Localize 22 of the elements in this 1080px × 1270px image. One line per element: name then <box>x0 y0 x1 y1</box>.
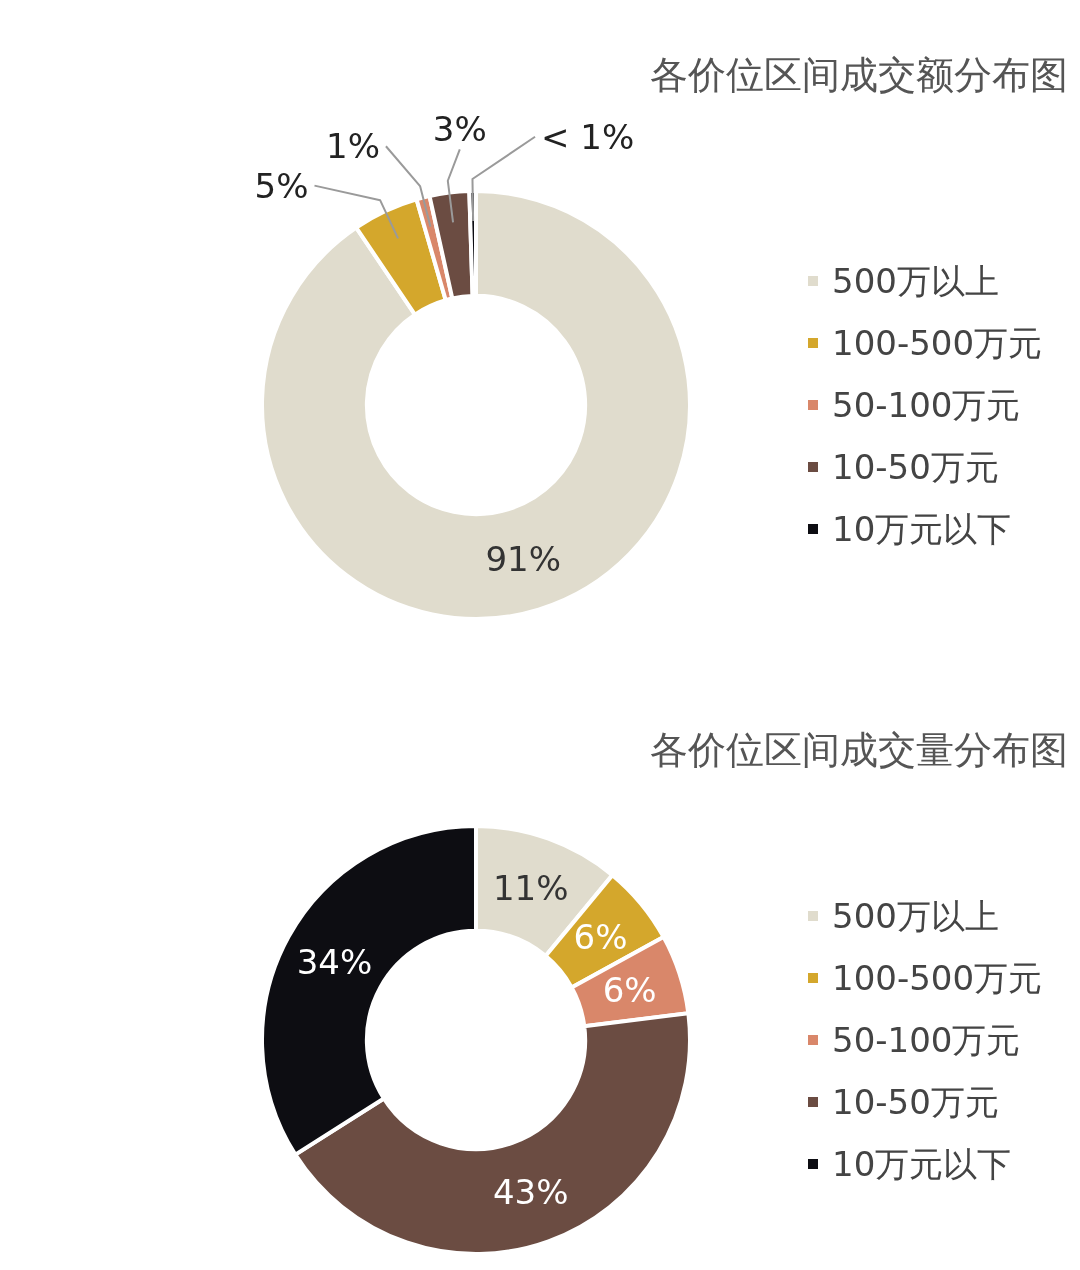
legend-label: 500万以上 <box>832 261 999 301</box>
legend-label: 100-500万元 <box>832 958 1043 998</box>
chart-title: 各价位区间成交额分布图 <box>650 53 1068 97</box>
legend-label: 10-50万元 <box>832 447 999 487</box>
legend-label: 10万元以下 <box>832 1144 1012 1184</box>
data-label: 34% <box>296 942 373 983</box>
data-label: 6% <box>573 917 628 958</box>
legend-label: 500万以上 <box>832 896 999 936</box>
legend-label: 50-100万元 <box>832 1020 1021 1060</box>
data-label: < 1% <box>541 116 635 157</box>
legend-label: 50-100万元 <box>832 385 1021 425</box>
chart-title: 各价位区间成交量分布图 <box>650 728 1068 772</box>
data-label: 11% <box>492 867 569 908</box>
legend-label: 10-50万元 <box>832 1082 999 1122</box>
legend-label: 10万元以下 <box>832 509 1012 549</box>
data-label: 5% <box>254 165 309 206</box>
data-label: 3% <box>432 109 487 150</box>
data-label: 91% <box>485 539 562 580</box>
data-label: 1% <box>326 126 380 167</box>
legend-label: 100-500万元 <box>832 323 1043 363</box>
data-label: 43% <box>492 1172 569 1213</box>
data-label: 6% <box>602 970 657 1011</box>
